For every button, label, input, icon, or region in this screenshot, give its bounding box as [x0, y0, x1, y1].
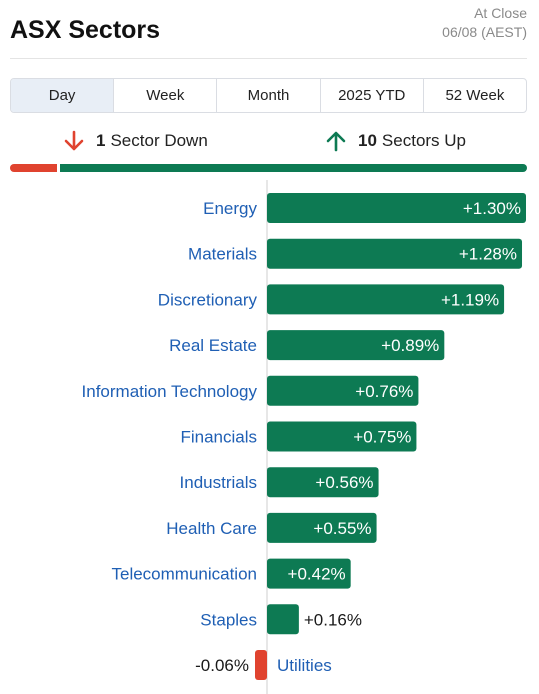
value-label: +0.42% — [288, 565, 346, 584]
value-label: -0.06% — [195, 656, 249, 675]
value-label: +0.55% — [313, 519, 371, 538]
page-title: ASX Sectors — [10, 16, 161, 44]
bar-discretionary[interactable] — [267, 284, 505, 315]
tab-day[interactable]: Day — [11, 79, 115, 112]
category-label[interactable]: Industrials — [180, 473, 257, 492]
arrow-down-icon — [64, 130, 84, 152]
value-label: +0.56% — [315, 473, 373, 492]
sectors-up-summary: 10 Sectors Up — [326, 130, 466, 152]
bar-financials[interactable] — [267, 421, 417, 452]
bar-energy[interactable] — [267, 193, 526, 223]
sectors-up-label: Sectors Up — [381, 131, 467, 150]
bar-health-care[interactable] — [267, 512, 377, 543]
sectors-down-label: Sector Down — [110, 131, 208, 150]
sectors-down-summary: 1 Sector Down — [64, 130, 208, 152]
bar-real-estate[interactable] — [267, 330, 445, 361]
category-label[interactable]: Financials — [180, 428, 257, 447]
bar-staples[interactable] — [267, 604, 299, 635]
status-text: At Close — [474, 5, 527, 21]
breadth-bar — [10, 164, 527, 172]
category-label[interactable]: Utilities — [277, 656, 332, 675]
category-label[interactable]: Materials — [188, 245, 257, 264]
breadth-bar-up — [60, 164, 527, 172]
sectors-up-count: 10 — [358, 131, 377, 150]
tab-52-week[interactable]: 52 Week — [445, 87, 505, 104]
tab-month[interactable]: Month — [217, 79, 321, 112]
value-label: +1.30% — [463, 199, 521, 218]
market-status: At Close 06/08 (AEST) — [442, 4, 527, 42]
sectors-down-count: 1 — [96, 131, 106, 150]
value-label: +0.76% — [355, 382, 413, 401]
arrow-up-icon — [326, 130, 346, 152]
category-label[interactable]: Health Care — [166, 519, 257, 538]
bar-information-technology[interactable] — [267, 375, 419, 406]
category-label[interactable]: Information Technology — [82, 382, 258, 401]
value-label: +0.16% — [304, 610, 362, 629]
category-label[interactable]: Staples — [200, 610, 257, 629]
bar-utilities[interactable] — [255, 650, 267, 680]
value-label: +1.28% — [459, 245, 517, 264]
header: ASX Sectors At Close 06/08 (AEST) — [10, 0, 527, 59]
sector-bar-chart: Energy +1.30% Materials +1.28% Discretionary… — [82, 180, 526, 694]
category-label[interactable]: Real Estate — [169, 336, 257, 355]
status-date: 06/08 (AEST) — [442, 24, 527, 40]
tab-ytd[interactable]: 2025 YTD — [321, 79, 424, 112]
period-tabs: Day Week Month 2025 YTD 52 Week — [10, 78, 527, 113]
value-label: +1.19% — [441, 290, 499, 309]
tab-week[interactable]: Week — [114, 79, 218, 112]
bar-telecommunication[interactable] — [267, 558, 351, 589]
value-label: +0.75% — [353, 428, 411, 447]
category-label[interactable]: Energy — [203, 199, 257, 218]
bar-industrials[interactable] — [267, 467, 379, 498]
bar-materials[interactable] — [267, 238, 523, 269]
breadth-bar-gap — [57, 164, 60, 172]
breadth-bar-down — [10, 164, 57, 172]
category-label[interactable]: Telecommunication — [111, 565, 257, 584]
category-label[interactable]: Discretionary — [158, 290, 258, 309]
value-label: +0.89% — [381, 336, 439, 355]
